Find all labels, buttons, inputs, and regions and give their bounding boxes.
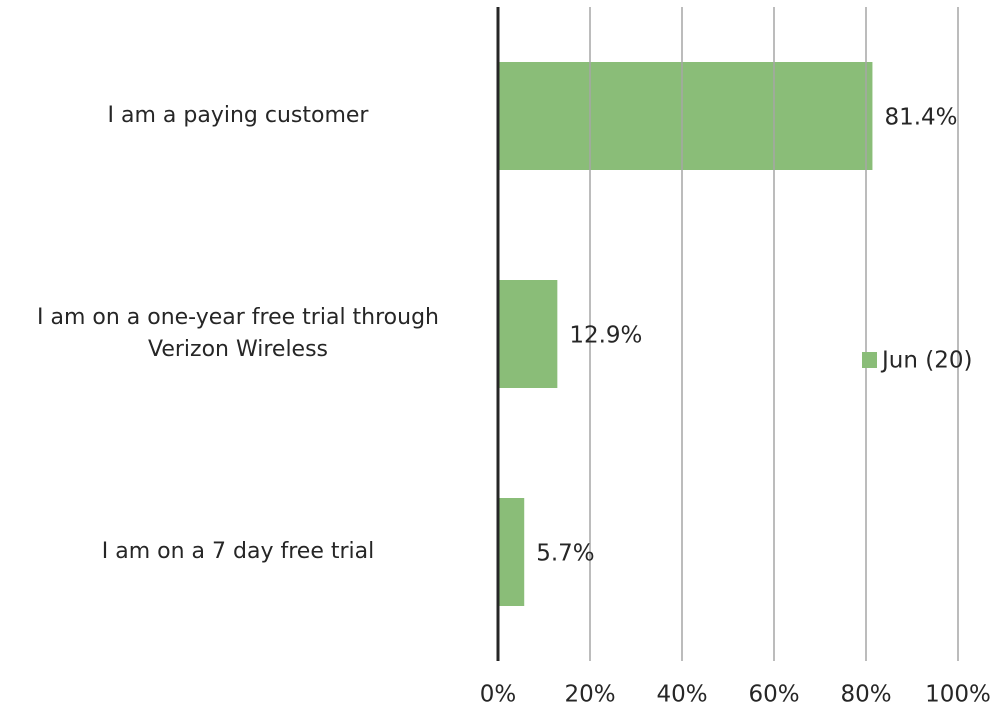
y-tick-label: I am on a 7 day free trial	[101, 539, 375, 564]
data-label: 5.7%	[536, 541, 594, 567]
x-tick-label: 100%	[925, 682, 991, 708]
y-tick-label: I am on a one-year free trial through Ve…	[36, 305, 439, 362]
x-tick-label: 20%	[564, 682, 615, 708]
legend-label: Jun (20)	[880, 348, 972, 374]
x-tick-label: 40%	[656, 682, 707, 708]
bar	[498, 280, 558, 388]
x-tick-label: 60%	[748, 682, 799, 708]
bar	[498, 62, 873, 170]
legend-swatch	[862, 352, 877, 368]
x-tick-label: 0%	[480, 682, 517, 708]
y-tick-label: I am a paying customer	[107, 103, 369, 128]
data-label: 81.4%	[884, 105, 957, 131]
x-tick-label: 80%	[840, 682, 891, 708]
bar	[498, 498, 525, 606]
data-label: 12.9%	[569, 323, 642, 349]
